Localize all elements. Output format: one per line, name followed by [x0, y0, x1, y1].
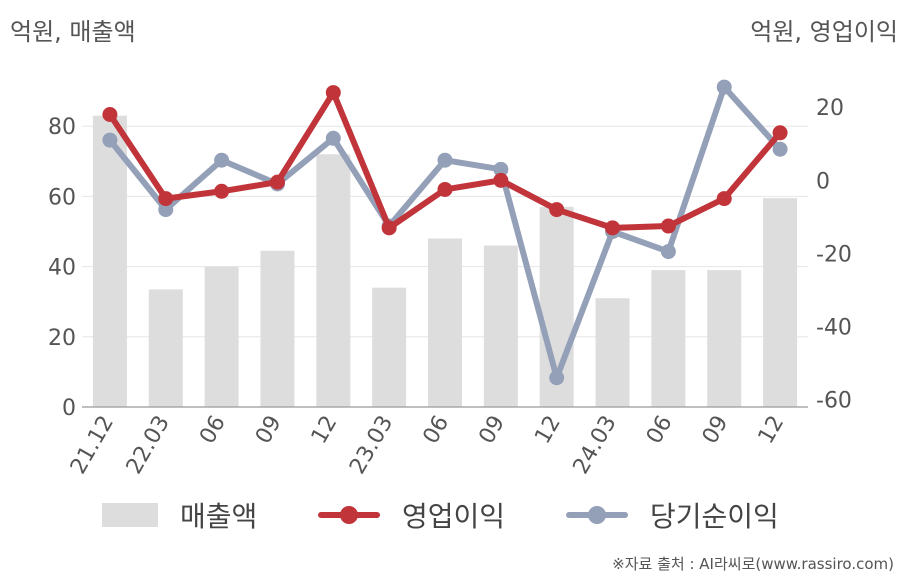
legend-swatch-operating-profit [318, 503, 380, 527]
point-net-income [716, 79, 732, 95]
point-net-income [102, 132, 118, 148]
x-tick-label: 06 [195, 412, 231, 449]
right-tick-label: -60 [816, 389, 852, 414]
bar-revenue [148, 289, 183, 407]
legend-swatch-revenue [102, 503, 158, 527]
point-operating-profit [772, 125, 788, 141]
x-tick-label: 12 [754, 412, 790, 449]
left-axis-unit: 억원, 매출액 [10, 18, 136, 46]
point-operating-profit [437, 181, 453, 197]
legend-item-operating-profit: 영업이익 [318, 490, 505, 540]
right-tick-label: -20 [816, 242, 852, 267]
x-tick-label: 06 [642, 412, 678, 449]
point-net-income [325, 130, 341, 146]
bar-revenue [483, 245, 518, 407]
bar-revenue [204, 266, 239, 407]
point-operating-profit [660, 218, 676, 234]
point-operating-profit [716, 191, 732, 207]
point-net-income [214, 152, 230, 168]
point-net-income [437, 152, 453, 168]
right-tick-label: -40 [816, 316, 852, 341]
left-tick-label: 40 [48, 256, 76, 281]
point-operating-profit [493, 172, 509, 188]
x-tick-label: 09 [698, 412, 734, 449]
bar-revenue [651, 270, 686, 407]
bar-revenue [595, 298, 630, 407]
bar-revenue [260, 250, 295, 407]
left-tick-label: 80 [48, 115, 76, 140]
right-tick-label: 20 [816, 96, 844, 121]
bar-revenue [707, 270, 742, 407]
source-note: ※자료 출처 : AI라씨로(www.rassiro.com) [612, 555, 894, 573]
bar-revenue [763, 198, 798, 407]
point-operating-profit [269, 174, 285, 190]
x-tick-label: 22.03 [122, 412, 175, 479]
x-tick-label: 23.03 [345, 412, 398, 479]
bar-revenue [92, 115, 127, 408]
left-tick-label: 60 [48, 185, 76, 210]
bar-revenue [372, 287, 407, 407]
legend-label-operating-profit: 영업이익 [402, 500, 506, 533]
point-net-income [493, 161, 509, 177]
bar-revenue [316, 154, 351, 407]
point-operating-profit [381, 220, 397, 236]
x-tick-label: 12 [530, 412, 566, 449]
legend-label-net-income: 당기순이익 [650, 500, 779, 533]
point-net-income [660, 244, 676, 260]
legend: 매출액 영업이익 당기순이익 [0, 490, 908, 540]
right-tick-label: 0 [816, 169, 830, 194]
x-tick-label: 12 [307, 412, 343, 449]
point-net-income [772, 141, 788, 157]
point-operating-profit [158, 191, 174, 207]
point-operating-profit [325, 85, 341, 101]
left-tick-label: 20 [48, 326, 76, 351]
bar-revenue [428, 238, 462, 407]
point-operating-profit [605, 220, 621, 236]
legend-item-net-income: 당기순이익 [566, 490, 779, 540]
x-tick-label: 09 [474, 412, 510, 449]
point-net-income [158, 202, 174, 218]
right-axis-unit: 억원, 영업이익 [750, 18, 898, 46]
legend-label-revenue: 매출액 [180, 500, 258, 533]
x-tick-label: 06 [419, 412, 455, 449]
legend-swatch-net-income [566, 503, 628, 527]
point-net-income [549, 370, 565, 386]
point-operating-profit [549, 202, 565, 218]
legend-item-revenue: 매출액 [102, 490, 257, 540]
x-tick-label: 21.12 [66, 412, 119, 479]
left-tick-label: 0 [62, 396, 76, 421]
point-operating-profit [214, 183, 230, 199]
point-operating-profit [102, 107, 118, 122]
x-tick-label: 24.03 [569, 412, 622, 479]
x-tick-label: 09 [251, 412, 287, 449]
